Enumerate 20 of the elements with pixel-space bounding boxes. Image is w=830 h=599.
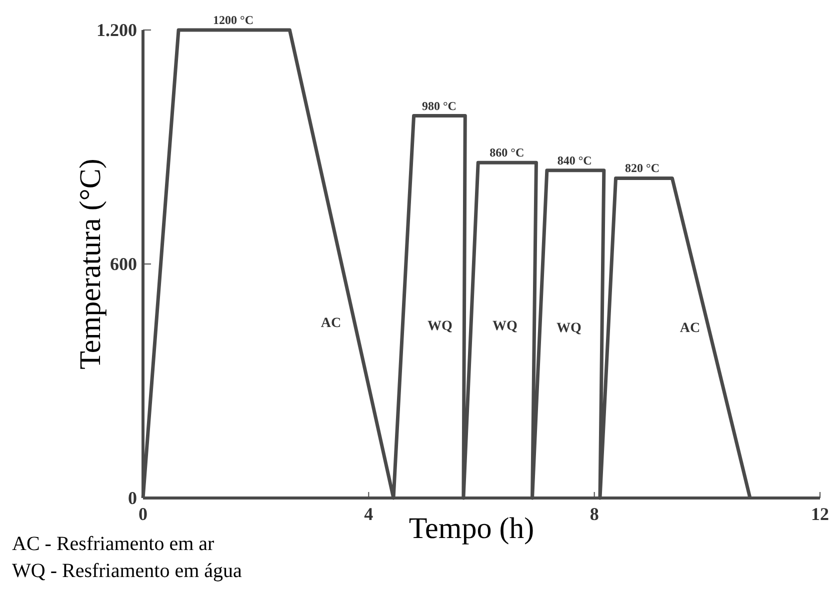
y-axis-title: Temperatura (°C) [74, 158, 107, 370]
annotation: 820 °C [625, 161, 660, 176]
annotation: 860 °C [490, 146, 524, 160]
annotation: AC [680, 321, 700, 336]
x-tick-label: 8 [590, 504, 599, 524]
text: WQ - Resfriamento em água [12, 560, 242, 582]
annotation: WQ [428, 319, 453, 334]
annotation: AC [320, 316, 342, 331]
x-axis-title: Tempo (h) [408, 512, 534, 545]
annotation: WQ [556, 321, 582, 336]
x-tick-label: 4 [364, 504, 374, 524]
annotation: 1200 °C [213, 13, 254, 27]
y-tick-label: 1.200 [96, 20, 137, 40]
text: AC - Resfriamento em ar [12, 533, 214, 555]
annotation: 980 °C [422, 98, 456, 113]
annotation: 840 °C [557, 153, 592, 168]
y-tick-label: 0 [128, 488, 137, 508]
y-tick-label: 600 [110, 254, 137, 274]
annotation: WQ [492, 319, 518, 334]
x-tick-label: 12 [811, 504, 829, 524]
